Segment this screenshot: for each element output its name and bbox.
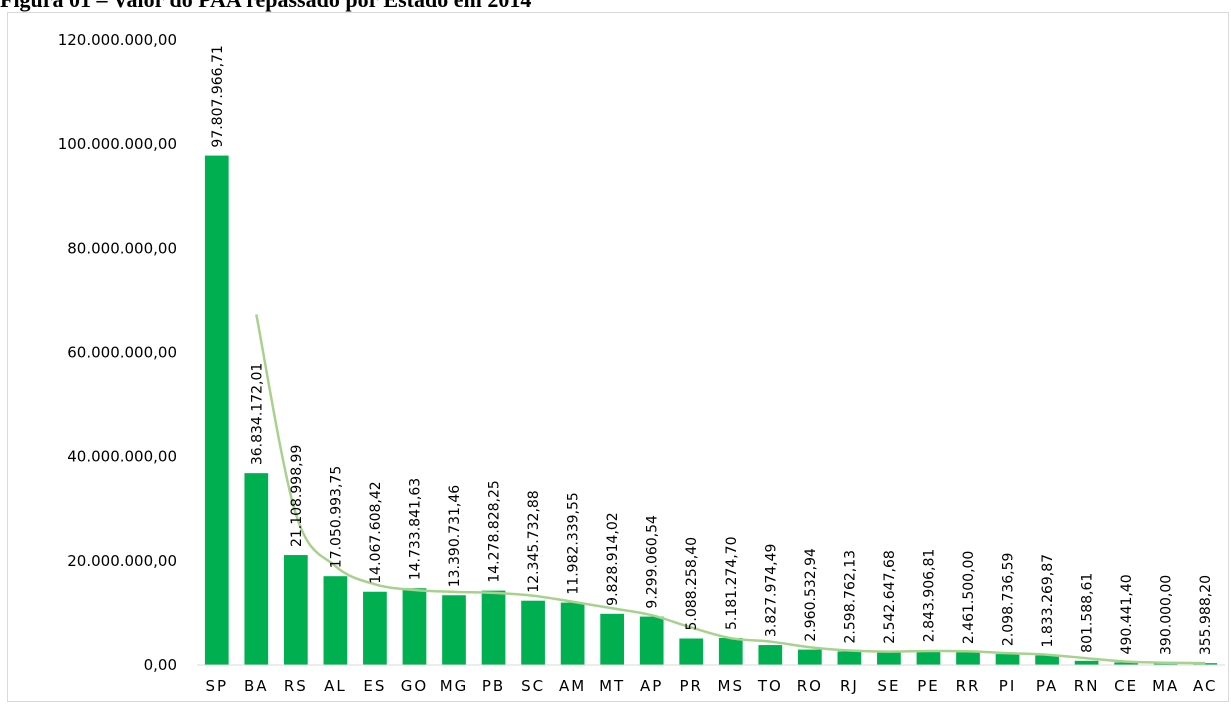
- x-tick-label: RJ: [840, 677, 859, 695]
- data-label: 14.067.608,42: [368, 481, 384, 583]
- data-label: 13.390.731,46: [447, 485, 463, 588]
- y-axis: 0,00 20.000.000,00 40.000.000,00 60.000.000…: [58, 31, 177, 674]
- chart-frame: [7, 12, 1229, 702]
- bar-ce: [1114, 662, 1139, 665]
- data-label: 17.050.993,75: [328, 466, 344, 568]
- x-axis: SP BA RS AL ES GO MG PB SC AM MT AP PR MS TO RO RJ SE PE RR…: [197, 664, 1225, 695]
- x-tick-label: GO: [401, 677, 428, 695]
- data-label: 2.843.906,81: [921, 549, 937, 643]
- bar-es: [363, 591, 387, 665]
- data-label: 5.088.258,40: [684, 537, 700, 631]
- x-tick-label: TO: [757, 677, 783, 695]
- chart-title: Figura 01 – Valor do PAA repassado por E…: [0, 0, 531, 13]
- bar-pb: [481, 590, 506, 665]
- bar-ro: [797, 649, 822, 665]
- bar-mt: [600, 613, 625, 665]
- data-label: 2.960.532,94: [803, 548, 819, 642]
- x-tick-label: BA: [244, 677, 269, 695]
- bar-sp: [204, 155, 229, 666]
- data-labels: 97.807.966,71 36.834.172,01 21.108.998,99 1…: [210, 45, 1214, 655]
- x-tick-label: SE: [877, 677, 900, 695]
- x-tick-label: AM: [559, 677, 586, 695]
- data-label: 11.982.339,55: [566, 492, 582, 594]
- bar-rr: [956, 652, 980, 665]
- bar-go: [402, 588, 427, 665]
- bar-to: [758, 645, 783, 665]
- x-tick-label: MG: [440, 677, 469, 695]
- x-tick-label: CE: [1114, 677, 1138, 695]
- x-tick-label: MT: [599, 677, 625, 695]
- bar-al: [323, 576, 348, 665]
- data-label: 355.988,20: [1198, 575, 1214, 655]
- x-tick-label: PB: [482, 677, 505, 695]
- x-tick-label: RN: [1074, 677, 1100, 695]
- data-label: 2.461.500,00: [961, 551, 977, 645]
- bars: [204, 155, 1218, 666]
- x-tick-label: RS: [284, 677, 308, 695]
- x-tick-label: AL: [324, 677, 347, 695]
- bar-rs: [283, 555, 308, 665]
- data-label: 21.108.998,99: [289, 445, 305, 547]
- bar-am: [560, 602, 585, 665]
- y-tick-label: 100.000.000,00: [58, 135, 177, 153]
- data-label: 14.733.841,63: [407, 478, 423, 580]
- x-tick-label: AC: [1193, 677, 1217, 695]
- bar-rn: [1074, 660, 1099, 665]
- x-tick-label: SP: [205, 677, 228, 695]
- x-tick-label: SC: [521, 677, 545, 695]
- data-label: 9.828.914,02: [605, 512, 621, 606]
- data-label: 390.000,00: [1159, 575, 1175, 655]
- y-tick-label: 120.000.000,00: [58, 31, 177, 49]
- bar-pa: [1035, 655, 1059, 665]
- bar-ac: [1193, 663, 1218, 665]
- bar-mg: [442, 595, 466, 665]
- bar-sc: [521, 600, 545, 665]
- x-tick-label: MS: [718, 677, 744, 695]
- bar-ba: [244, 473, 269, 665]
- x-tick-label: PR: [679, 677, 702, 695]
- x-tick-label: RR: [956, 677, 981, 695]
- bar-pr: [679, 638, 704, 665]
- bar-ms: [718, 638, 743, 665]
- data-label: 2.598.762,13: [842, 550, 858, 644]
- data-label: 3.827.974,49: [763, 544, 779, 638]
- trendline: [255, 314, 1206, 665]
- bar-ma: [1153, 662, 1178, 665]
- x-tick-label: AP: [640, 677, 663, 695]
- data-label: 490.441,40: [1119, 574, 1135, 654]
- y-tick-label: 60.000.000,00: [67, 344, 177, 362]
- trendline-path: [255, 314, 1206, 665]
- data-label: 2.542.647,68: [882, 550, 898, 644]
- bar-se: [877, 651, 901, 665]
- y-tick-label: 20.000.000,00: [67, 552, 177, 570]
- data-label: 9.299.060,54: [645, 515, 661, 609]
- data-label: 12.345.732,88: [526, 490, 542, 592]
- data-label: 5.181.274,70: [724, 536, 740, 630]
- data-label: 801.588,61: [1080, 573, 1096, 653]
- data-label: 36.834.172,01: [249, 363, 265, 465]
- x-tick-label: MA: [1152, 677, 1179, 695]
- bar-pi: [995, 654, 1020, 665]
- bar-ap: [639, 616, 664, 665]
- data-label: 97.807.966,71: [210, 45, 226, 147]
- data-label: 1.833.269,87: [1040, 554, 1056, 648]
- y-tick-label: 80.000.000,00: [67, 239, 177, 257]
- data-label: 14.278.828,25: [487, 480, 503, 582]
- x-tick-label: RO: [797, 677, 823, 695]
- bar-pe: [916, 650, 941, 665]
- y-tick-label: 0,00: [144, 656, 177, 674]
- y-tick-label: 40.000.000,00: [67, 448, 177, 466]
- x-tick-label: PE: [917, 677, 940, 695]
- x-tick-label: PA: [1036, 677, 1058, 695]
- x-tick-label: PI: [999, 677, 1016, 695]
- x-tick-label: ES: [363, 677, 386, 695]
- bar-rj: [837, 651, 862, 665]
- data-label: 2.098.736,59: [1001, 553, 1017, 647]
